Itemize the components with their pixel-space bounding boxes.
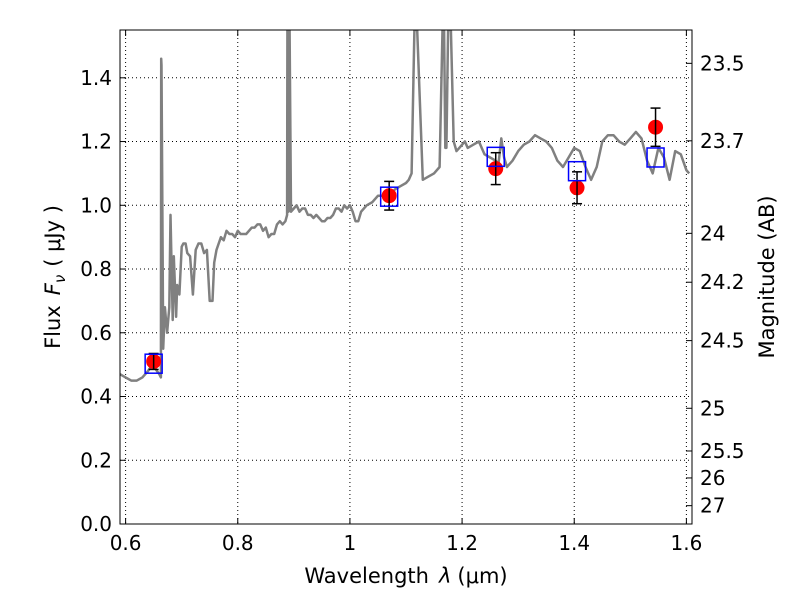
y-axis-title-units: ( μJy ) xyxy=(41,205,65,267)
model-spectrum xyxy=(120,30,691,382)
y-tick-label: 1.0 xyxy=(80,193,112,217)
y2-axis-title: Magnitude (AB) xyxy=(755,195,779,358)
x-tick-label: 0.6 xyxy=(110,531,142,555)
x-axis-title: Wavelength λ (μm) xyxy=(304,564,507,588)
y-tick-label: 0.0 xyxy=(80,512,112,536)
y-tick-label: 1.2 xyxy=(80,130,112,154)
y-axis-title-prefix: Flux xyxy=(41,305,65,349)
mag-tick-label: 25.5 xyxy=(700,439,745,463)
y-tick-label: 0.4 xyxy=(80,385,112,409)
spectrum-line xyxy=(120,30,691,382)
x-tick-label: 1.6 xyxy=(670,531,702,555)
mag-tick-label: 24.2 xyxy=(700,270,745,294)
synthetic-photometry-square xyxy=(567,160,587,182)
grid-lines xyxy=(120,30,692,525)
y-axis-title-subscript: ν xyxy=(51,275,69,283)
y-tick-label: 0.8 xyxy=(80,257,112,281)
x-axis-title-symbol: λ xyxy=(438,564,451,588)
x-tick-label: 1 xyxy=(344,531,357,555)
mag-tick-label: 23.7 xyxy=(700,129,745,153)
synthetic-photometry-square xyxy=(144,353,163,374)
mag-tick-label: 26 xyxy=(700,466,725,490)
mag-tick-label: 25 xyxy=(700,396,725,420)
mag-tick-label: 23.5 xyxy=(700,51,745,75)
x-tick-label: 1.2 xyxy=(446,531,478,555)
x-tick-label: 1.4 xyxy=(558,531,590,555)
x-axis-title-prefix: Wavelength xyxy=(304,564,429,588)
synthetic-photometry xyxy=(144,146,665,374)
photometry-points xyxy=(146,107,664,371)
y-tick-label: 1.4 xyxy=(80,66,112,90)
mag-tick-label: 24.5 xyxy=(700,329,745,353)
x-tick-label: 0.8 xyxy=(222,531,254,555)
synthetic-photometry-square xyxy=(486,146,505,168)
y-tick-label: 0.2 xyxy=(80,448,112,472)
axis-ticks: 0.6 0.8 1 1.2 1.4 1.6 0.0 0.2 0.4 0.6 0.8 1.0 1.2 1.4… xyxy=(80,30,745,555)
y-tick-label: 0.6 xyxy=(80,321,112,345)
x-axis-title-units: (μm) xyxy=(457,564,507,588)
synthetic-photometry-square xyxy=(646,147,665,168)
y-axis-title-symbol: F xyxy=(41,282,65,295)
mag-tick-label: 24 xyxy=(700,221,725,245)
mag-tick-label: 27 xyxy=(700,494,725,518)
synthetic-photometry-square xyxy=(379,186,399,207)
plot-frame xyxy=(119,29,693,525)
y-axis-title: Flux Fν ( μJy ) xyxy=(41,205,69,349)
